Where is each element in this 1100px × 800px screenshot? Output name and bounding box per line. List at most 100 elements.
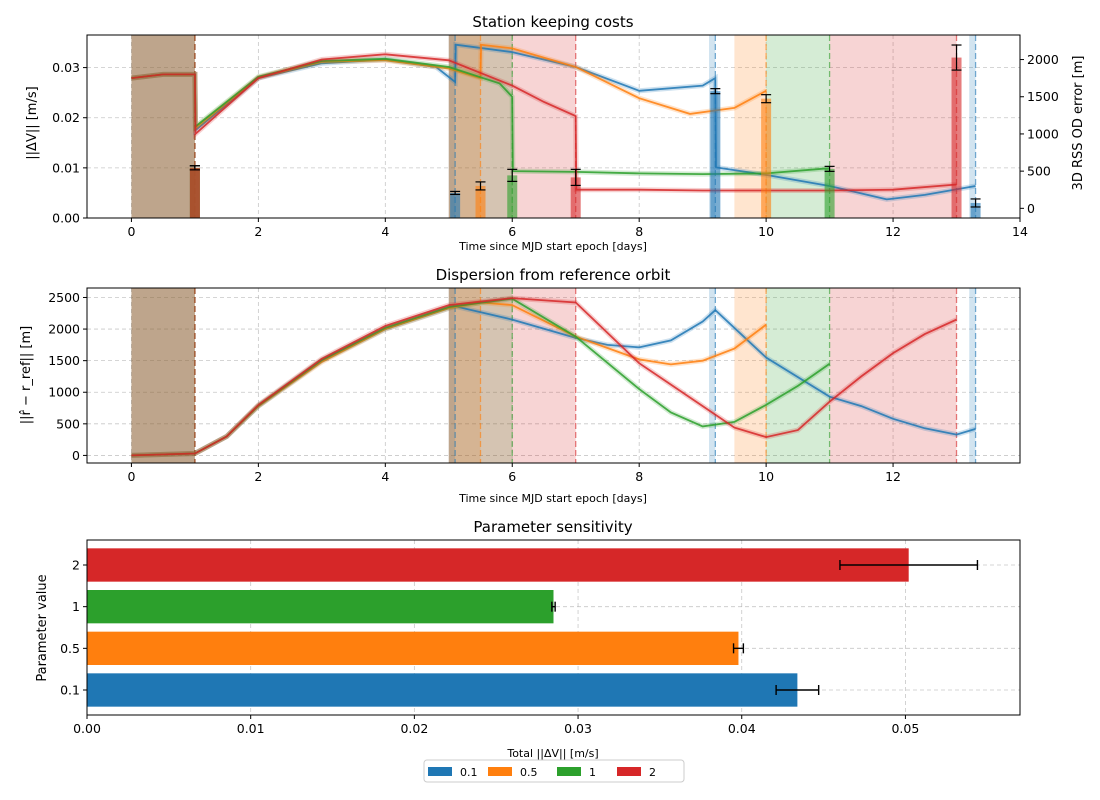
x-tick-label: 0: [127, 224, 135, 239]
y2-tick-label: 2000: [1027, 52, 1059, 67]
dv-bar-1: [824, 168, 835, 218]
span-0-5: [131, 288, 195, 463]
x-tick-label: 8: [635, 469, 643, 484]
span-1: [131, 35, 195, 218]
x-tick-label: 2: [254, 224, 262, 239]
x-tick-label: 12: [885, 469, 901, 484]
plot-area-sensitivity: 0.1 0.5 1 2 0.00 0.01 0.02 0.03 0.04 0.05: [60, 539, 1021, 736]
plot-area-station-keeping: 0 2 4 6 8 10 12 14 0.00 0.01 0.02 0.03 0 500 1000 1500 2…: [52, 34, 1059, 239]
dv-bar-2: [189, 167, 200, 218]
x-tick-label: 0.03: [564, 721, 592, 736]
axes-frame: [86, 539, 1021, 716]
y-axis-label-sensitivity: Parameter value: [35, 574, 50, 681]
y2-tick-label: 1500: [1027, 89, 1059, 104]
y2-axis-label-od-error: 3D RSS OD error [m]: [1071, 56, 1086, 191]
dv-bar-1: [507, 175, 518, 218]
y2-tick-label: 1000: [1027, 126, 1059, 141]
legend-swatch-1: [557, 767, 581, 776]
plot-body: [87, 288, 1020, 463]
span-2: [131, 288, 195, 463]
chart-title-dispersion: Dispersion from reference orbit: [436, 266, 671, 284]
span-0-5: [448, 288, 481, 463]
y-tick-label: 0.03: [52, 60, 80, 75]
y-tick-label: 500: [56, 416, 80, 431]
span-0-1: [969, 35, 976, 218]
y-tick-label: 0: [72, 448, 80, 463]
series-line-2: [131, 297, 957, 457]
x-tick-label: 4: [381, 224, 389, 239]
dv-bar-2: [570, 177, 581, 218]
legend: 0.1 0.5 1 2: [423, 759, 685, 783]
legend-swatch-0-1: [428, 767, 452, 776]
span-0-1: [709, 288, 716, 463]
series-line-0-1: [131, 43, 976, 201]
sensitivity-bar-0-5: [87, 631, 739, 665]
series-band-0-5: [131, 299, 768, 458]
x-tick-label: 6: [508, 224, 516, 239]
axes-frame: [86, 34, 1021, 219]
span-1: [766, 35, 830, 218]
legend-label-0-5: 0.5: [520, 766, 538, 779]
legend-label-0-1: 0.1: [460, 766, 478, 779]
span-1: [131, 288, 195, 463]
span-0-1: [131, 288, 195, 463]
dv-bar-0-5: [761, 98, 772, 218]
x-tick-label: 0.00: [73, 721, 101, 736]
span-0-5: [734, 288, 767, 463]
chart-title-sensitivity: Parameter sensitivity: [473, 518, 632, 536]
chart-title-station-keeping: Station keeping costs: [472, 13, 633, 31]
axes-frame: [86, 287, 1021, 464]
y-tick-label: 0.5: [60, 641, 80, 656]
legend-frame: [423, 759, 685, 783]
span-1: [766, 288, 830, 463]
legend-swatch-2: [617, 767, 641, 776]
y-axis-label-delta-v: ||ΔV|| [m/s]: [25, 86, 40, 159]
y-tick-label: 0.01: [52, 160, 80, 175]
legend-label-1: 1: [589, 766, 596, 779]
x-tick-label: 0.05: [891, 721, 919, 736]
dv-bar-0-1: [450, 192, 461, 218]
span-0-5: [448, 35, 481, 218]
y-tick-label: 2000: [48, 322, 80, 337]
y2-tick-label: 500: [1027, 164, 1051, 179]
sensitivity-bar-0-1: [87, 673, 798, 707]
panel-station-keeping: Station keeping costs 0 2 4 6 8 10 12 14 0.00 0.0…: [25, 13, 1086, 253]
legend-label-2: 2: [649, 766, 656, 779]
x-tick-label: 0.04: [728, 721, 756, 736]
x-tick-label: 0.02: [400, 721, 428, 736]
span-0-1: [131, 35, 195, 218]
sensitivity-bar-2: [87, 548, 909, 582]
y-tick-label: 1000: [48, 385, 80, 400]
x-tick-label: 14: [1012, 224, 1028, 239]
span-0-1: [969, 288, 976, 463]
x-tick-label: 0: [127, 469, 135, 484]
plot-area-dispersion: 0 2 4 6 8 10 12 0 500 1000 1500 2000 2500: [48, 287, 1021, 484]
y-tick-label: 1: [72, 599, 80, 614]
dv-bar-0-1: [970, 202, 981, 218]
y-tick-label: 2500: [48, 290, 80, 305]
span-0-1: [448, 35, 456, 218]
x-tick-label: 12: [885, 224, 901, 239]
x-tick-label: 10: [758, 469, 774, 484]
y-tick-label: 0.02: [52, 110, 80, 125]
x-tick-label: 8: [635, 224, 643, 239]
x-axis-label-sensitivity: Total ||ΔV|| [m/s]: [506, 747, 598, 760]
x-tick-label: 10: [758, 224, 774, 239]
span-0-1: [448, 288, 456, 463]
plot-body: [87, 35, 1020, 218]
sensitivity-bar-1: [87, 590, 554, 624]
y-tick-label: 1500: [48, 353, 80, 368]
y-axis-label-dispersion: ||r̂ − r_ref|| [m]: [19, 326, 34, 424]
span-2: [829, 35, 957, 218]
y-tick-label: 0.00: [52, 211, 80, 226]
y2-tick-label: 0: [1027, 201, 1035, 216]
x-axis-label-station-keeping: Time since MJD start epoch [days]: [458, 240, 647, 253]
y-tick-label: 2: [72, 558, 80, 573]
dv-bar-2: [951, 57, 962, 218]
y-tick-label: 0.1: [60, 683, 80, 698]
x-axis-label-dispersion: Time since MJD start epoch [days]: [458, 492, 647, 505]
x-tick-label: 4: [381, 469, 389, 484]
series-line-0-5: [131, 301, 767, 457]
